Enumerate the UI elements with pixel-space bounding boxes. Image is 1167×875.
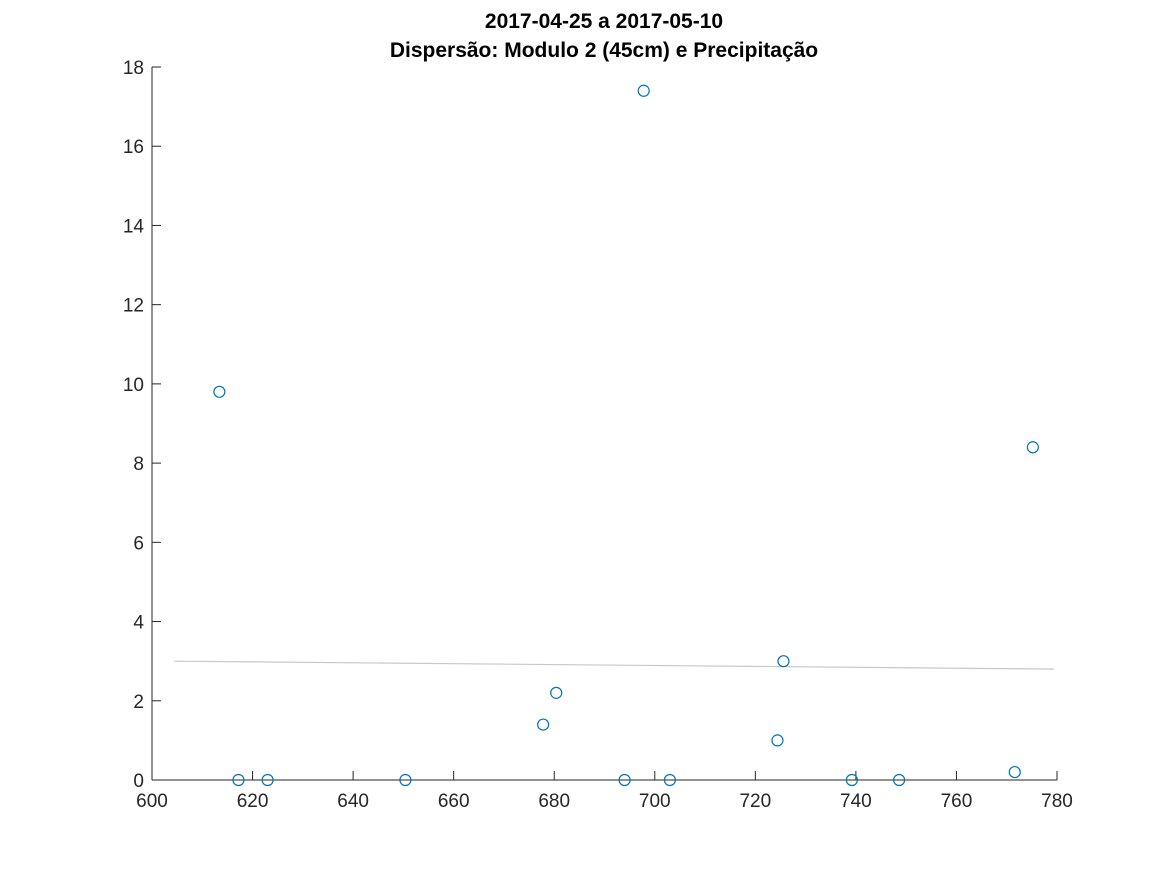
data-point xyxy=(1026,441,1039,454)
y-tick-label: 10 xyxy=(123,375,144,396)
trendline xyxy=(174,660,1054,670)
chart-title-line1: 2017-04-25 a 2017-05-10 xyxy=(485,10,723,33)
x-tick-label: 740 xyxy=(840,791,872,812)
x-tick-label: 620 xyxy=(237,791,269,812)
data-point xyxy=(637,84,650,97)
data-point xyxy=(550,686,563,699)
y-tick-label: 12 xyxy=(123,296,144,317)
data-point xyxy=(618,773,631,787)
data-point xyxy=(771,734,784,747)
points-layer xyxy=(213,84,1039,787)
data-point xyxy=(893,773,906,787)
x-tick-label: 680 xyxy=(538,791,570,812)
data-point xyxy=(232,773,245,787)
x-tick-label: 760 xyxy=(941,791,973,812)
y-tick-label: 8 xyxy=(133,454,144,475)
y-tick-label: 2 xyxy=(133,692,144,713)
data-point xyxy=(777,655,790,668)
axes: 600 620 640 660 680 700 720 740 760 780 0 2 4 6 8 10 12 1… xyxy=(123,58,1073,812)
y-tick-label: 0 xyxy=(133,771,144,792)
trendline-layer xyxy=(174,660,1054,670)
y-tick-label: 6 xyxy=(133,533,144,554)
x-tick-label: 600 xyxy=(136,791,168,812)
data-point xyxy=(261,773,274,787)
y-tick-label: 4 xyxy=(133,613,144,634)
data-point xyxy=(845,773,858,787)
x-tick-label: 700 xyxy=(639,791,671,812)
data-point xyxy=(213,385,226,398)
x-tick-label: 640 xyxy=(337,791,369,812)
y-tick-label: 16 xyxy=(123,137,144,158)
x-tick-label: 780 xyxy=(1041,791,1073,812)
chart-title-line2: Dispersão: Modulo 2 (45cm) e Precipitaçã… xyxy=(390,39,818,62)
data-point xyxy=(1008,765,1021,779)
x-tick-label: 720 xyxy=(739,791,771,812)
y-tick-label: 14 xyxy=(123,216,145,237)
data-point xyxy=(537,718,550,731)
y-tick-label: 18 xyxy=(123,58,144,79)
x-tick-label: 660 xyxy=(438,791,470,812)
data-point xyxy=(399,773,412,787)
data-point xyxy=(663,773,676,787)
